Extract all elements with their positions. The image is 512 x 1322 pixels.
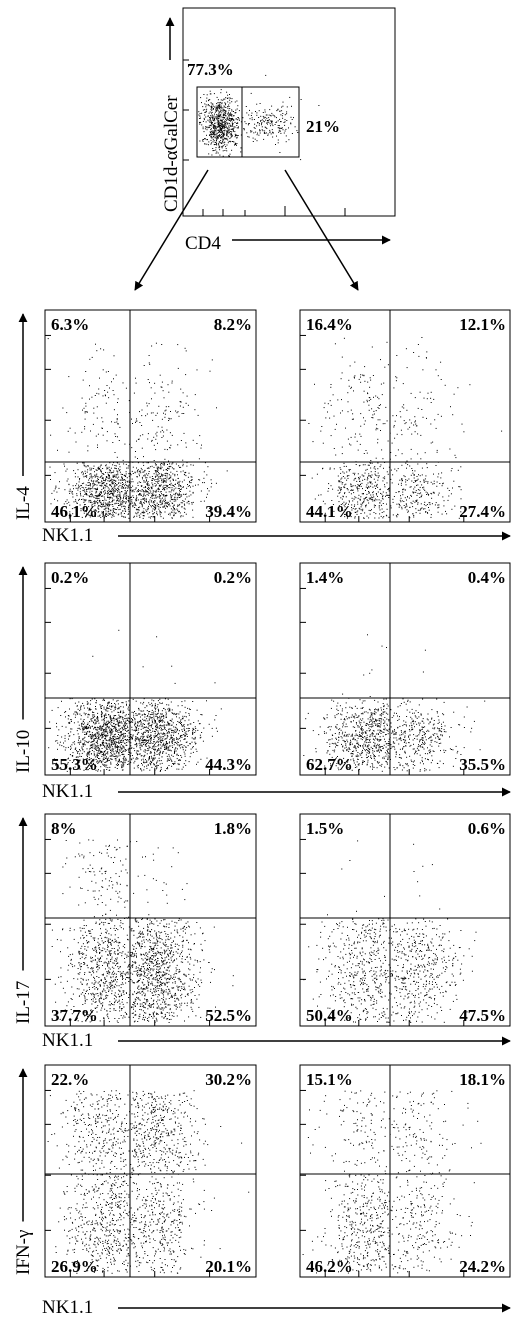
quadrant-dots: [303, 634, 486, 772]
quadrant-top-right-percent: 30.2%: [205, 1070, 252, 1089]
quadrant-bottom-left-percent: 50.4%: [306, 1006, 353, 1025]
quadrant-frame: [44, 1064, 257, 1278]
quadrant-frame: [299, 562, 511, 776]
quadrant-top-left-percent: 16.4%: [306, 315, 353, 334]
gate-arrow-left: [134, 169, 209, 291]
quadrant-dots: [47, 338, 228, 519]
quadrant-bottom-left-percent: 46.2%: [306, 1257, 353, 1276]
quadrant-top-right-percent: 12.1%: [459, 315, 506, 334]
quadrant-top-right-percent: 0.6%: [468, 819, 506, 838]
row-ylabel-1: IL-10: [13, 730, 34, 773]
quadrant-plot: 16.4% 12.1% 44.1% 27.4%: [299, 309, 511, 523]
quadrant-frame: [44, 562, 257, 776]
quadrant-bottom-right-percent: 44.3%: [205, 755, 252, 774]
gating-plot: 77.3% 21% CD1d-αGalCer CD4: [134, 7, 396, 291]
quadrant-dots: [51, 839, 234, 1023]
quadrant-frame: [299, 813, 511, 1027]
quadrant-bottom-left-percent: 62.7%: [306, 755, 353, 774]
quadrant-top-right-percent: 0.2%: [214, 568, 252, 587]
quadrant-top-left-percent: 8%: [51, 819, 77, 838]
gate-cd4-negative-percent: 77.3%: [187, 60, 234, 79]
quadrant-dots: [303, 840, 477, 1023]
quadrant-top-left-percent: 22.%: [51, 1070, 89, 1089]
row-ylabel-2: IL-17: [13, 981, 34, 1024]
quadrant-top-right-percent: 18.1%: [459, 1070, 506, 1089]
quadrant-bottom-right-percent: 24.2%: [459, 1257, 506, 1276]
quadrant-ticks: [300, 838, 465, 1026]
quadrant-plot: 22.% 30.2% 26.9% 20.1%: [44, 1064, 257, 1278]
quadrant-bottom-left-percent: 46.1%: [51, 502, 98, 521]
quadrant-bottom-right-percent: 47.5%: [459, 1006, 506, 1025]
quadrant-plot: 6.3% 8.2% 46.1% 39.4%: [44, 309, 257, 523]
gate-cd4-positive: [241, 86, 300, 158]
quadrant-bottom-left-percent: 44.1%: [306, 502, 353, 521]
quadrant-ticks: [45, 334, 211, 522]
quadrant-ticks: [45, 587, 211, 775]
quadrant-plot-grid: IL-4 NK1.1 6.3% 8.2% 46.1% 39.4% 16.4% 12.1% 44.…: [13, 309, 511, 1318]
row-xlabel-1: NK1.1: [42, 781, 93, 802]
quadrant-ticks: [300, 334, 465, 522]
quadrant-top-left-percent: 1.4%: [306, 568, 344, 587]
row-xlabel-0: NK1.1: [42, 525, 93, 546]
quadrant-bottom-right-percent: 20.1%: [205, 1257, 252, 1276]
quadrant-bottom-right-percent: 39.4%: [205, 502, 252, 521]
quadrant-top-left-percent: 0.2%: [51, 568, 89, 587]
quadrant-plot: 8% 1.8% 37.7% 52.5%: [44, 813, 257, 1027]
quadrant-top-left-percent: 1.5%: [306, 819, 344, 838]
quadrant-ticks: [45, 838, 211, 1026]
gating-ticks: [182, 59, 346, 216]
quadrant-top-right-percent: 8.2%: [214, 315, 252, 334]
quadrant-dots: [302, 1090, 488, 1274]
quadrant-bottom-left-percent: 37.7%: [51, 1006, 98, 1025]
row-xlabel-3: NK1.1: [42, 1297, 93, 1318]
gate-cd4-positive-percent: 21%: [306, 117, 340, 136]
quadrant-frame: [44, 309, 257, 523]
quadrant-dots: [47, 1090, 250, 1274]
quadrant-plot: 1.4% 0.4% 62.7% 35.5%: [299, 562, 511, 776]
quadrant-top-right-percent: 0.4%: [468, 568, 506, 587]
quadrant-ticks: [300, 587, 465, 775]
quadrant-bottom-right-percent: 52.5%: [205, 1006, 252, 1025]
quadrant-ticks: [300, 1089, 465, 1277]
gate-arrow-right: [284, 169, 359, 291]
quadrant-frame: [299, 1064, 511, 1278]
quadrant-top-left-percent: 6.3%: [51, 315, 89, 334]
quadrant-dots: [48, 629, 222, 772]
quadrant-plot: 15.1% 18.1% 46.2% 24.2%: [299, 1064, 511, 1278]
quadrant-ticks: [45, 1089, 211, 1277]
quadrant-dots: [308, 337, 503, 519]
quadrant-bottom-left-percent: 55.3%: [51, 755, 98, 774]
quadrant-top-right-percent: 1.8%: [214, 819, 252, 838]
quadrant-frame: [299, 309, 511, 523]
quadrant-bottom-left-percent: 26.9%: [51, 1257, 98, 1276]
gating-ylabel: CD1d-αGalCer: [161, 95, 182, 212]
quadrant-plot: 1.5% 0.6% 50.4% 47.5%: [299, 813, 511, 1027]
quadrant-plot: 0.2% 0.2% 55.3% 44.3%: [44, 562, 257, 776]
row-ylabel-0: IL-4: [13, 486, 34, 520]
gating-dots: [198, 74, 320, 161]
row-ylabel-3: IFN-γ: [13, 1230, 34, 1275]
gating-plot-frame: [182, 7, 396, 217]
quadrant-top-left-percent: 15.1%: [306, 1070, 353, 1089]
quadrant-frame: [44, 813, 257, 1027]
quadrant-bottom-right-percent: 27.4%: [459, 502, 506, 521]
gating-xlabel: CD4: [185, 233, 221, 254]
quadrant-bottom-right-percent: 35.5%: [459, 755, 506, 774]
row-xlabel-2: NK1.1: [42, 1030, 93, 1051]
